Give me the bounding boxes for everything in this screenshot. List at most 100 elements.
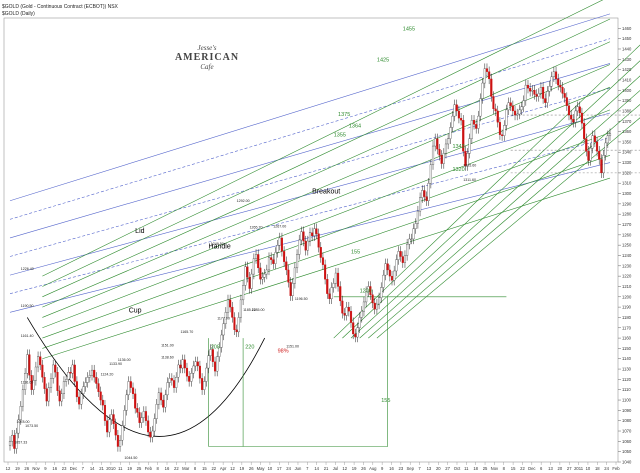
candle-body bbox=[196, 361, 199, 367]
candle-body bbox=[272, 259, 275, 264]
candle-body bbox=[406, 243, 409, 256]
candle-body bbox=[95, 377, 98, 384]
candle-body bbox=[561, 87, 564, 94]
candle-body bbox=[21, 389, 24, 407]
x-tick-label: 16 bbox=[52, 466, 57, 471]
candle-body bbox=[546, 91, 549, 103]
x-tick-label: 22 bbox=[174, 466, 179, 471]
candle-body bbox=[311, 232, 314, 237]
candle-body bbox=[332, 283, 335, 288]
candle-body bbox=[263, 273, 266, 278]
candle-body bbox=[520, 106, 523, 111]
fan-line-green bbox=[359, 90, 640, 339]
candle-body bbox=[112, 414, 115, 424]
candle-body bbox=[278, 237, 281, 246]
candle-body bbox=[32, 380, 35, 390]
candle-body bbox=[291, 283, 294, 296]
x-tick-label: 21 bbox=[99, 466, 104, 471]
candle-body bbox=[531, 90, 534, 92]
x-tick-label: 22 bbox=[520, 466, 525, 471]
x-tick-label: May bbox=[257, 466, 266, 471]
x-tick-label: 10 bbox=[586, 466, 591, 471]
annotation-measure: 155 bbox=[351, 249, 360, 255]
candle-body bbox=[93, 369, 96, 378]
candle-body bbox=[574, 110, 577, 123]
candle-body bbox=[557, 78, 560, 86]
channel-line-blue bbox=[9, 63, 611, 239]
candle-body bbox=[436, 138, 439, 150]
x-tick-label: Mar bbox=[182, 466, 190, 471]
price-note: 1151.00 bbox=[161, 343, 174, 347]
y-tick-label: 1350 bbox=[622, 139, 632, 144]
price-note: 1151.00 bbox=[286, 344, 299, 348]
candle-body bbox=[194, 361, 197, 367]
chart-legend: $GOLD (Daily) bbox=[2, 11, 35, 17]
x-tick-label: 11 bbox=[464, 466, 469, 471]
candle-body bbox=[319, 247, 322, 258]
y-tick-label: 1420 bbox=[622, 67, 632, 72]
candle-body bbox=[552, 71, 555, 78]
candle-body bbox=[56, 372, 59, 391]
candle-body bbox=[408, 238, 411, 245]
candle-body bbox=[496, 110, 499, 123]
candle-body bbox=[192, 365, 195, 374]
candle-body bbox=[365, 291, 368, 303]
candle-body bbox=[462, 120, 465, 152]
y-tick-label: 1360 bbox=[622, 129, 632, 134]
candle-body bbox=[477, 115, 480, 129]
candle-body bbox=[220, 334, 223, 348]
y-tick-label: 1120 bbox=[622, 377, 632, 382]
price-note: 1073.50 bbox=[25, 424, 38, 428]
y-tick-label: 1260 bbox=[622, 232, 632, 237]
y-tick-label: 1250 bbox=[622, 243, 632, 248]
x-tick-label: 15 bbox=[202, 466, 207, 471]
candle-body bbox=[354, 333, 357, 338]
candle-body bbox=[505, 109, 508, 126]
candle-body bbox=[352, 322, 355, 335]
channel-line-blue bbox=[9, 87, 611, 257]
candle-body bbox=[151, 430, 154, 438]
candle-body bbox=[451, 115, 454, 128]
candle-body bbox=[522, 100, 525, 107]
candle-body bbox=[308, 232, 312, 242]
channel-line-blue bbox=[9, 137, 611, 294]
x-tick-label: 13 bbox=[548, 466, 553, 471]
candle-body bbox=[427, 183, 430, 201]
candle-body bbox=[472, 120, 476, 125]
candle-body bbox=[222, 323, 225, 336]
candle-body bbox=[250, 273, 253, 289]
candle-body bbox=[140, 417, 143, 423]
candle-body bbox=[509, 102, 512, 106]
candle-body bbox=[183, 359, 186, 369]
candle-body bbox=[175, 377, 178, 388]
x-tick-label: Jun bbox=[295, 466, 302, 471]
x-tick-label: 19 bbox=[352, 466, 357, 471]
candle-body bbox=[276, 245, 279, 253]
candle-body bbox=[380, 287, 383, 298]
x-tick-label: 18 bbox=[595, 466, 600, 471]
annotation-measure: 208 bbox=[211, 344, 220, 350]
candle-body bbox=[73, 364, 76, 382]
y-tick-label: 1300 bbox=[622, 191, 632, 196]
candle-body bbox=[283, 251, 286, 262]
y-tick-label: 1210 bbox=[622, 284, 632, 289]
candle-body bbox=[559, 84, 562, 88]
price-note: 1325.60 bbox=[463, 164, 476, 168]
candle-body bbox=[300, 231, 303, 241]
x-tick-label: 9 bbox=[44, 466, 47, 471]
chart-title: $GOLD (Gold - Continuous Contract (ECBOT… bbox=[2, 4, 118, 10]
y-tick-label: 1180 bbox=[622, 315, 632, 320]
candle-body bbox=[90, 369, 94, 376]
candle-body bbox=[598, 151, 601, 160]
annotation-level: 1343 bbox=[452, 144, 464, 150]
y-tick-label: 1100 bbox=[622, 398, 632, 403]
price-note: 1116.60 bbox=[21, 381, 33, 385]
y-tick-label: 1090 bbox=[622, 408, 632, 413]
candle-body bbox=[203, 381, 206, 390]
x-tick-label: Dec bbox=[528, 466, 535, 471]
candle-body bbox=[535, 94, 538, 97]
candle-body bbox=[54, 364, 57, 373]
x-tick-label: 16 bbox=[165, 466, 170, 471]
logo: Jesse's AMERICAN Cafe bbox=[174, 44, 240, 71]
